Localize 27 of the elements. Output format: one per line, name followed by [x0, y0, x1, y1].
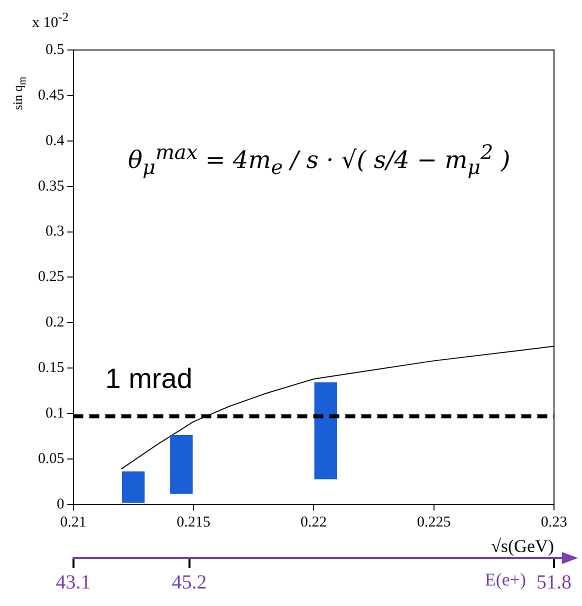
- ref-line-label: 1 mrad: [105, 362, 192, 394]
- x2-tick-label: 51.8: [536, 571, 572, 594]
- y-tick-label: 0.45: [38, 87, 64, 104]
- x-tick-label: 0.22: [300, 514, 327, 530]
- y-tick-label: 0: [56, 496, 64, 512]
- bar: [122, 471, 145, 503]
- x2-tick-label: 45.2: [172, 571, 207, 594]
- x-tick-label: 0.21: [60, 514, 86, 530]
- y-tick-label: 0.35: [38, 178, 64, 194]
- x-tick-label: 0.23: [540, 514, 568, 530]
- y-tick-label: 0.05: [38, 450, 64, 467]
- bar: [314, 382, 337, 480]
- x-tick-label: 0.215: [176, 514, 210, 530]
- bar: [170, 435, 193, 494]
- y-tick-label: 0.5: [46, 42, 64, 58]
- y-tick-label: 0.25: [38, 269, 64, 286]
- x2-tick-label: 43.1: [56, 571, 91, 594]
- x-axis-title: √s(GeV): [491, 536, 554, 556]
- x-tick-label: 0.225: [416, 514, 451, 530]
- text: θ$_{μ}$$^{max}$ = 4m$_{e}$ / s · √( s/4 − m$_{μ}$$^{2}$ ): [128, 140, 510, 179]
- y-tick-label: 0.3: [46, 224, 64, 240]
- y-tick-label: 0.1: [46, 405, 64, 422]
- x2-axis-title: E(e+): [484, 570, 526, 590]
- y-tick-label: 0.2: [46, 314, 64, 331]
- y-tick-label: 0.4: [46, 132, 65, 149]
- text: x 10$^{-2}$: [32, 10, 69, 32]
- y-tick-label: 0.15: [38, 360, 64, 376]
